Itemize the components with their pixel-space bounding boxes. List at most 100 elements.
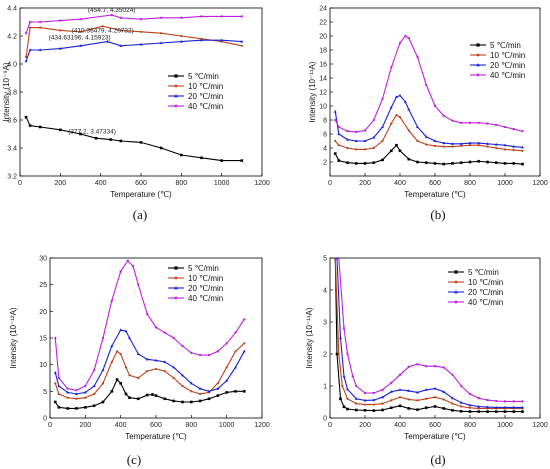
data-annotation: (377.2, 3.47334)	[68, 129, 116, 136]
data-point	[163, 331, 167, 334]
data-point	[339, 336, 342, 340]
data-point	[486, 145, 489, 148]
legend-marker	[476, 53, 480, 57]
y-tick-label: 2	[323, 352, 327, 359]
data-point	[398, 116, 402, 119]
data-point	[372, 146, 375, 150]
data-point	[407, 407, 411, 410]
legend-marker	[174, 93, 178, 98]
data-point	[110, 299, 114, 302]
data-point	[398, 373, 402, 376]
data-point	[38, 125, 42, 129]
data-point	[110, 13, 113, 17]
y-tick-label: 16	[319, 62, 327, 69]
legend-marker	[174, 276, 178, 280]
y-tick-label: 4	[323, 288, 327, 295]
legend-marker	[454, 300, 458, 304]
x-tick-label: 400	[95, 180, 107, 187]
data-point	[75, 407, 78, 410]
data-point	[354, 397, 358, 400]
data-point	[503, 400, 507, 403]
data-point	[398, 404, 402, 408]
data-point	[442, 390, 446, 393]
x-tick-label: 1200	[532, 422, 548, 429]
data-point	[355, 384, 358, 388]
data-point	[220, 38, 224, 42]
data-point	[442, 145, 445, 148]
data-point	[390, 399, 393, 402]
data-point	[503, 148, 507, 151]
data-point	[363, 148, 367, 151]
data-point	[416, 125, 419, 129]
data-point	[172, 365, 176, 369]
x-tick-label: 200	[359, 422, 371, 429]
y-tick-label: 8	[323, 118, 327, 125]
y-axis-label: Intensity (10⁻¹¹A)	[305, 307, 314, 368]
legend-label: 20 ℃/min	[188, 284, 223, 293]
data-point	[83, 390, 87, 394]
data-point	[512, 144, 516, 148]
data-point	[407, 398, 410, 401]
data-point	[468, 403, 472, 407]
y-tick-label: 4.2	[7, 34, 17, 41]
data-point	[339, 397, 342, 401]
data-point	[390, 381, 393, 384]
data-point	[216, 350, 220, 353]
data-point	[54, 336, 57, 340]
data-point	[154, 358, 158, 362]
data-point	[84, 384, 87, 388]
legend-marker	[476, 73, 480, 77]
data-point	[341, 384, 344, 388]
data-point	[180, 34, 183, 38]
data-point	[486, 142, 489, 145]
data-point	[115, 378, 119, 381]
data-annotation: (454.7, 4.35024)	[88, 7, 136, 14]
y-tick-label: 3.2	[7, 174, 17, 181]
data-point	[128, 374, 131, 377]
data-point	[477, 396, 480, 400]
data-point	[334, 118, 337, 122]
data-point	[416, 55, 419, 59]
data-point	[451, 409, 454, 412]
data-point	[119, 139, 123, 143]
data-point	[404, 34, 407, 38]
data-point	[137, 283, 140, 286]
data-point	[154, 394, 158, 397]
data-point	[503, 405, 507, 409]
data-point	[486, 122, 489, 125]
data-point	[151, 393, 154, 396]
data-point	[337, 352, 340, 356]
data-point	[234, 390, 237, 393]
data-point	[486, 410, 489, 413]
data-point	[200, 156, 203, 160]
data-point	[424, 406, 428, 410]
data-point	[243, 342, 246, 345]
legend-label: 10 ℃/min	[188, 82, 223, 91]
series-line	[336, 258, 523, 408]
data-point	[59, 128, 62, 132]
series-2	[334, 258, 524, 410]
data-point	[425, 143, 428, 146]
data-point	[79, 44, 82, 47]
series-line	[334, 114, 523, 152]
data-point	[486, 160, 489, 164]
x-tick-label: 800	[175, 180, 187, 187]
data-point	[424, 161, 428, 164]
data-point	[39, 26, 42, 29]
data-point	[451, 142, 454, 145]
legend-label: 20 ℃/min	[468, 288, 503, 297]
x-tick-label: 1000	[214, 180, 230, 187]
data-point	[381, 395, 384, 399]
data-point	[24, 115, 28, 119]
y-axis-label: Intensity (10⁻¹¹A)	[308, 61, 317, 122]
y-tick-label: 14	[319, 76, 327, 83]
data-point	[225, 391, 228, 394]
data-point	[145, 357, 149, 361]
data-point	[179, 39, 183, 43]
data-point	[240, 44, 243, 47]
data-point	[181, 400, 184, 404]
data-point	[181, 384, 184, 388]
legend-marker	[454, 270, 458, 274]
data-point	[119, 16, 123, 19]
